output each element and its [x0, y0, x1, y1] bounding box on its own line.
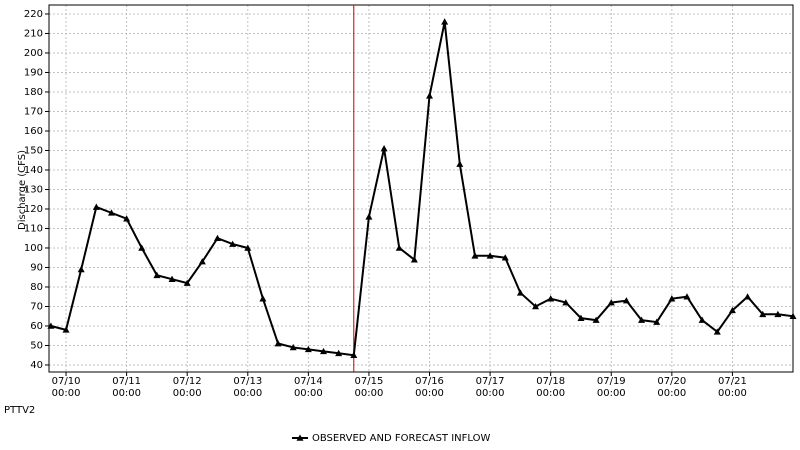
data-point: [668, 295, 676, 302]
data-point: [456, 160, 464, 167]
y-tick-label: 110: [24, 223, 43, 234]
data-point: [774, 310, 782, 318]
y-tick-label: 180: [24, 87, 43, 98]
y-tick-label: 40: [30, 360, 43, 371]
data-point: [350, 351, 358, 359]
data-point: [653, 318, 661, 325]
data-point: [441, 18, 449, 25]
data-point: [259, 295, 267, 302]
data-point: [274, 340, 282, 347]
data-point: [289, 343, 297, 351]
data-point: [229, 240, 237, 247]
x-tick-label: 07/13 00:00: [233, 376, 262, 399]
data-point: [62, 326, 70, 333]
data-point: [123, 215, 131, 222]
data-point: [562, 299, 570, 306]
x-tick-label: 07/14 00:00: [294, 376, 323, 399]
y-tick-label: 50: [30, 340, 43, 351]
y-tick-label: 90: [30, 262, 43, 273]
data-point: [516, 289, 524, 296]
x-tick-label: 07/19 00:00: [597, 376, 626, 399]
x-tick-label: 07/15 00:00: [355, 376, 384, 399]
data-point: [395, 244, 403, 251]
y-tick-label: 150: [24, 145, 43, 156]
y-axis-label: Discharge (CFS): [17, 150, 28, 230]
x-tick-label: 07/21 00:00: [718, 376, 747, 399]
y-tick-label: 80: [30, 282, 43, 293]
data-point: [759, 310, 767, 318]
data-point: [153, 271, 161, 279]
x-tick-label: 07/17 00:00: [476, 376, 505, 399]
data-point: [607, 299, 615, 306]
data-point: [698, 316, 706, 323]
data-point: [213, 234, 221, 242]
data-point: [713, 328, 721, 335]
data-point: [577, 314, 585, 321]
station-label: PTTV2: [4, 405, 35, 416]
data-point: [486, 252, 494, 259]
x-tick-label: 07/20 00:00: [657, 376, 686, 399]
y-tick-label: 190: [24, 67, 43, 78]
data-point: [183, 279, 191, 286]
y-tick-label: 120: [24, 204, 43, 215]
data-point: [304, 345, 312, 353]
data-point: [138, 244, 146, 251]
data-point: [426, 92, 434, 99]
data-point: [320, 347, 328, 355]
y-tick-label: 220: [24, 9, 43, 20]
data-point: [728, 306, 736, 314]
data-point: [92, 203, 100, 210]
data-point: [198, 258, 206, 265]
y-tick-label: 140: [24, 165, 43, 176]
data-point: [592, 316, 600, 323]
plot-frame: [48, 4, 794, 373]
y-tick-label: 210: [24, 28, 43, 39]
x-tick-label: 07/12 00:00: [173, 376, 202, 399]
data-point: [501, 254, 509, 261]
data-point: [107, 209, 115, 216]
data-point: [789, 312, 797, 320]
data-point: [744, 293, 752, 300]
data-point: [547, 295, 555, 302]
y-tick-label: 130: [24, 184, 43, 195]
data-point: [335, 349, 343, 357]
data-point: [532, 302, 540, 310]
data-point: [244, 244, 252, 251]
y-tick-label: 170: [24, 106, 43, 117]
data-point: [168, 275, 176, 282]
y-tick-label: 60: [30, 321, 43, 332]
data-point: [47, 322, 55, 329]
x-tick-label: 07/11 00:00: [112, 376, 141, 399]
data-point: [683, 293, 691, 300]
data-point: [410, 256, 418, 263]
y-tick-label: 200: [24, 48, 43, 59]
data-point: [77, 265, 85, 273]
x-tick-label: 07/10 00:00: [52, 376, 81, 399]
legend-marker: [296, 434, 304, 441]
x-tick-label: 07/18 00:00: [536, 376, 565, 399]
y-tick-label: 70: [30, 301, 43, 312]
y-tick-label: 160: [24, 126, 43, 137]
data-point: [622, 297, 630, 304]
data-point: [471, 252, 479, 259]
x-tick-label: 07/16 00:00: [415, 376, 444, 399]
data-point: [638, 316, 646, 323]
data-point: [380, 145, 388, 152]
y-tick-label: 100: [24, 243, 43, 254]
series-line: [50, 21, 794, 357]
legend-label: OBSERVED AND FORECAST INFLOW: [312, 433, 490, 444]
data-point: [365, 213, 373, 220]
